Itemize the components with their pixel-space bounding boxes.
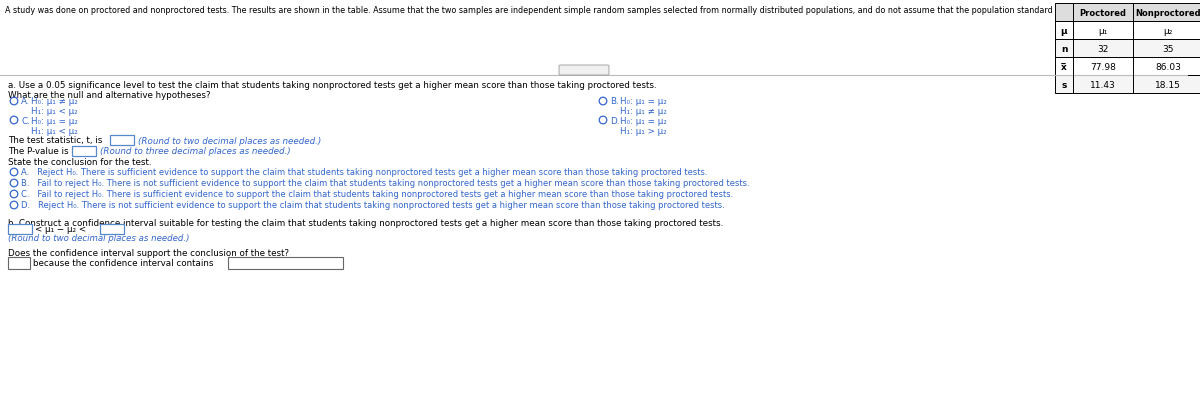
Text: State the conclusion for the test.: State the conclusion for the test.	[8, 158, 151, 167]
Text: μ: μ	[1061, 27, 1067, 36]
FancyBboxPatch shape	[559, 66, 610, 76]
Text: b. Construct a confidence interval suitable for testing the claim that students : b. Construct a confidence interval suita…	[8, 218, 724, 227]
Text: H₀: μ₁ = μ₂: H₀: μ₁ = μ₂	[620, 116, 667, 125]
Text: Proctored: Proctored	[1080, 9, 1127, 18]
Text: Nonproctored: Nonproctored	[1135, 9, 1200, 18]
Text: H₁: μ₁ ≠ μ₂: H₁: μ₁ ≠ μ₂	[620, 107, 667, 116]
Text: A.: A.	[22, 97, 30, 106]
Text: ▼: ▼	[335, 261, 341, 266]
Text: H₁: μ₁ > μ₂: H₁: μ₁ > μ₂	[620, 126, 667, 135]
Bar	[1055, 40, 1200, 58]
Text: B.: B.	[610, 97, 619, 106]
Text: The test statistic, t, is: The test statistic, t, is	[8, 136, 102, 145]
Bar	[100, 225, 124, 234]
Text: because the confidence interval contains: because the confidence interval contains	[34, 259, 214, 268]
Text: D.   Reject H₀. There is not sufficient evidence to support the claim that stude: D. Reject H₀. There is not sufficient ev…	[22, 201, 725, 210]
Text: C.   Fail to reject H₀. There is sufficient evidence to support the claim that s: C. Fail to reject H₀. There is sufficien…	[22, 190, 733, 199]
Text: n: n	[1061, 45, 1067, 53]
Text: s: s	[1061, 80, 1067, 89]
Text: (Round to two decimal places as needed.): (Round to two decimal places as needed.)	[8, 234, 190, 243]
Bar	[1055, 58, 1200, 76]
Text: 18.15: 18.15	[1156, 80, 1181, 89]
Text: H₁: μ₁ < μ₂: H₁: μ₁ < μ₂	[31, 126, 78, 135]
Text: x̅: x̅	[1061, 62, 1067, 71]
Bar	[8, 225, 32, 234]
Text: μ₂: μ₂	[1163, 27, 1172, 36]
Text: 35: 35	[1163, 45, 1174, 53]
Text: C.: C.	[22, 116, 30, 125]
Text: 32: 32	[1097, 45, 1109, 53]
Bar	[72, 147, 96, 157]
Text: A.   Reject H₀. There is sufficient evidence to support the claim that students : A. Reject H₀. There is sufficient eviden…	[22, 168, 708, 177]
Bar	[1055, 22, 1200, 40]
Bar	[110, 136, 134, 146]
Text: D.: D.	[610, 116, 619, 125]
Text: The P-value is: The P-value is	[8, 147, 68, 156]
Text: What are the null and alternative hypotheses?: What are the null and alternative hypoth…	[8, 91, 211, 100]
Text: B.   Fail to reject H₀. There is not sufficient evidence to support the claim th: B. Fail to reject H₀. There is not suffi…	[22, 179, 750, 188]
Text: (Round to two decimal places as needed.): (Round to two decimal places as needed.)	[138, 136, 322, 145]
Text: H₁: μ₁ < μ₂: H₁: μ₁ < μ₂	[31, 107, 78, 116]
Text: 77.98: 77.98	[1090, 62, 1116, 71]
Bar	[8, 257, 30, 270]
Bar	[228, 257, 343, 270]
Text: μ₁: μ₁	[1098, 27, 1108, 36]
Bar	[1055, 4, 1200, 22]
Text: H₀: μ₁ = μ₂: H₀: μ₁ = μ₂	[31, 116, 78, 125]
Text: < μ₁ − μ₂ <: < μ₁ − μ₂ <	[35, 225, 86, 234]
Text: a. Use a 0.05 significance level to test the claim that students taking nonproct: a. Use a 0.05 significance level to test…	[8, 81, 656, 90]
Text: ▼: ▼	[12, 261, 17, 266]
Text: ·····: ·····	[578, 66, 590, 75]
Text: A study was done on proctored and nonproctored tests. The results are shown in t: A study was done on proctored and nonpro…	[5, 6, 1200, 15]
Bar	[1055, 76, 1200, 94]
Text: H₀: μ₁ = μ₂: H₀: μ₁ = μ₂	[620, 97, 667, 106]
Text: H₀: μ₁ ≠ μ₂: H₀: μ₁ ≠ μ₂	[31, 97, 78, 106]
Text: (Round to three decimal places as needed.): (Round to three decimal places as needed…	[100, 147, 290, 156]
Text: Does the confidence interval support the conclusion of the test?: Does the confidence interval support the…	[8, 248, 289, 257]
Text: 86.03: 86.03	[1156, 62, 1181, 71]
Text: 11.43: 11.43	[1090, 80, 1116, 89]
